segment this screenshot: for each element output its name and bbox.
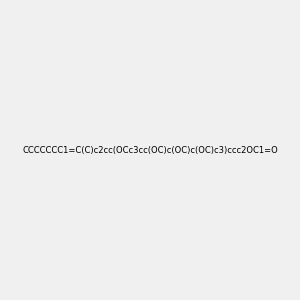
Text: CCCCCCC1=C(C)c2cc(OCc3cc(OC)c(OC)c(OC)c3)ccc2OC1=O: CCCCCCC1=C(C)c2cc(OCc3cc(OC)c(OC)c(OC)c3… (22, 146, 278, 154)
